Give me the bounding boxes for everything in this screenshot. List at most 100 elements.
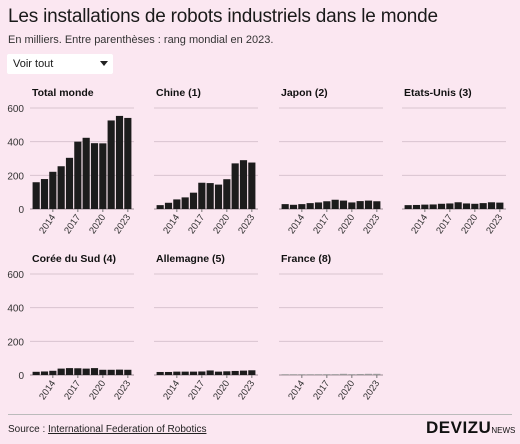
bar (124, 117, 132, 209)
bar (339, 200, 348, 209)
bar (156, 205, 164, 209)
bar (82, 137, 90, 209)
bar (239, 160, 248, 209)
page-title: Les installations de robots industriels … (8, 6, 438, 27)
x-tick-label: 2014 (37, 212, 58, 236)
bar (298, 204, 306, 209)
panel-title: Etats-Unis (3) (404, 87, 472, 99)
x-tick-label: 2014 (286, 212, 307, 236)
x-tick-label: 2023 (112, 378, 133, 402)
bar (248, 162, 256, 209)
bar (164, 202, 173, 209)
x-tick-label: 2017 (311, 378, 332, 402)
panel-title: Total monde (32, 87, 94, 99)
bar (314, 202, 323, 209)
bar (373, 201, 381, 209)
x-tick-label: 2017 (186, 378, 207, 402)
bar (74, 141, 82, 209)
bar (306, 203, 314, 209)
x-tick-label: 2023 (484, 212, 505, 236)
x-tick-label: 2014 (37, 378, 58, 402)
x-tick-label: 2020 (87, 378, 108, 402)
x-tick-label: 2023 (361, 378, 382, 402)
bar (32, 371, 40, 375)
x-tick-label: 2020 (87, 212, 108, 236)
bar (437, 203, 446, 209)
bar (289, 374, 298, 375)
y-tick-label: 600 (7, 270, 24, 281)
x-tick-label: 2017 (186, 212, 207, 236)
chevron-down-icon (100, 61, 108, 66)
bar (373, 373, 381, 375)
bar (356, 373, 364, 375)
bar (65, 368, 74, 375)
x-tick-label: 2020 (336, 378, 357, 402)
y-tick-label: 400 (7, 304, 24, 315)
x-tick-label: 2014 (161, 212, 182, 236)
bar (206, 183, 214, 209)
x-tick-label: 2017 (434, 212, 455, 236)
bar (181, 371, 189, 375)
x-tick-label: 2023 (361, 212, 382, 236)
bar (289, 204, 298, 209)
x-tick-label: 2020 (336, 212, 357, 236)
bar (189, 192, 198, 209)
bar (356, 201, 364, 209)
bar (164, 371, 173, 375)
panel-title: Chine (1) (156, 87, 201, 99)
source-line: Source : International Federation of Rob… (8, 424, 206, 435)
bar (40, 371, 49, 375)
bar (364, 373, 373, 375)
bar (331, 199, 339, 209)
bar (462, 203, 471, 209)
bar (214, 371, 223, 375)
bar (181, 197, 189, 209)
country-filter-dropdown[interactable]: Voir tout (7, 54, 113, 74)
bar (198, 371, 206, 375)
bar (239, 370, 248, 375)
bar (32, 182, 40, 209)
x-tick-label: 2014 (161, 378, 182, 402)
bar (323, 201, 331, 209)
bar (99, 369, 107, 375)
bar (331, 374, 339, 375)
panel-title: Allemagne (5) (156, 253, 225, 265)
bar (323, 374, 331, 375)
bar (471, 203, 479, 209)
bar (173, 371, 181, 375)
bar (339, 373, 348, 375)
source-link[interactable]: International Federation of Robotics (48, 424, 207, 435)
bar (281, 204, 289, 209)
bar (156, 371, 164, 375)
bar (231, 370, 239, 375)
bar (115, 369, 124, 375)
bar (57, 368, 65, 375)
bar (281, 374, 289, 375)
dropdown-selected-value: Voir tout (13, 58, 54, 70)
y-tick-label: 400 (7, 138, 24, 149)
bar (214, 184, 223, 209)
bar (99, 143, 107, 209)
y-tick-label: 0 (18, 205, 24, 216)
bar (40, 179, 49, 209)
bar (90, 143, 99, 209)
bar (364, 200, 373, 209)
bar (74, 368, 82, 375)
bar (479, 203, 487, 209)
x-tick-label: 2020 (211, 212, 232, 236)
bar (49, 171, 57, 209)
x-tick-label: 2020 (211, 378, 232, 402)
bar (107, 120, 115, 209)
source-prefix: Source : (8, 424, 49, 435)
x-tick-label: 2017 (311, 212, 332, 236)
bar (429, 204, 437, 209)
bar (223, 179, 231, 209)
y-tick-label: 600 (7, 104, 24, 115)
bar (206, 370, 214, 375)
y-tick-label: 200 (7, 337, 24, 348)
bar (412, 204, 421, 209)
bar (107, 369, 115, 375)
bar (189, 371, 198, 375)
bar (487, 202, 496, 209)
